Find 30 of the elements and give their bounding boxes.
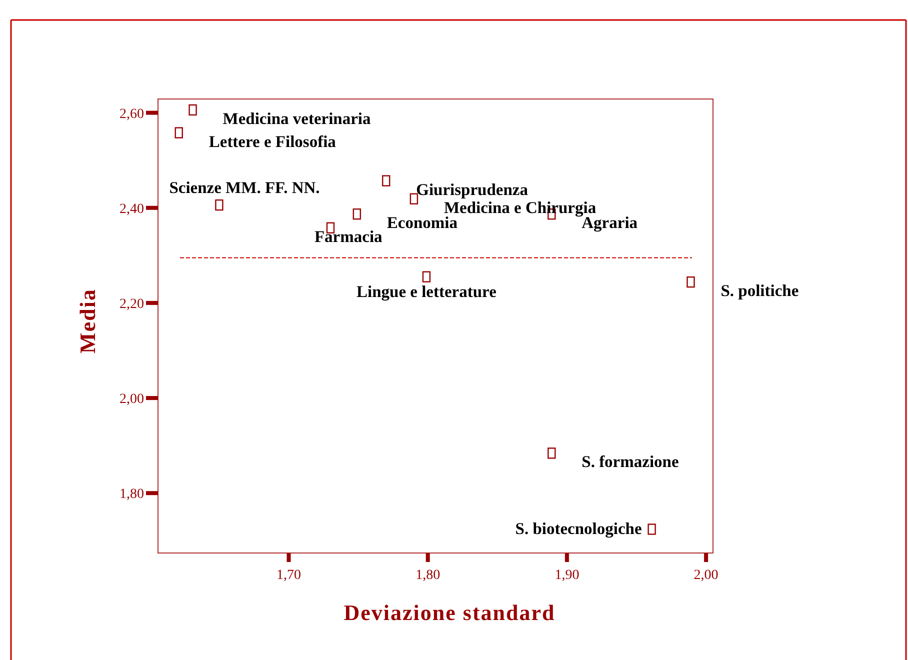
point — [188, 104, 197, 116]
point — [174, 127, 183, 138]
x-tick-label: 1,70 — [276, 568, 301, 583]
annotation: Medicina veterinaria — [222, 108, 371, 128]
y-tick-label: 1,80 — [120, 487, 144, 502]
annotation: Farmacia — [314, 226, 382, 246]
point — [422, 271, 431, 282]
point — [352, 208, 362, 220]
x-tick-label: 1,90 — [554, 568, 580, 583]
point — [548, 448, 556, 459]
annotation: S. biotecnologiche — [515, 519, 642, 538]
annotation: S. formazione — [582, 452, 679, 472]
y-tick-label: 2,60 — [120, 106, 144, 122]
y-axis-title: Media — [75, 288, 100, 354]
point — [382, 175, 390, 186]
annotation: Giurisprudenza — [416, 180, 528, 199]
annotation: Lingue e letterature — [356, 282, 496, 301]
x-axis-title: Deviazione standard — [344, 600, 556, 625]
point — [648, 524, 656, 535]
x-tick-label: 1,80 — [416, 568, 440, 583]
point — [410, 193, 418, 204]
annotation: Lettere e Filosofia — [208, 132, 336, 151]
annotation: Scienze MM. FF. NN. — [169, 178, 320, 198]
point — [686, 276, 695, 288]
y-tick-label: 2,00 — [120, 392, 144, 408]
point — [215, 199, 224, 211]
y-tick-label: 2,20 — [120, 296, 144, 312]
x-tick-label: 2,00 — [694, 568, 718, 583]
y-tick-label: 2,40 — [120, 202, 144, 217]
annotation: S. politiche — [720, 281, 799, 300]
